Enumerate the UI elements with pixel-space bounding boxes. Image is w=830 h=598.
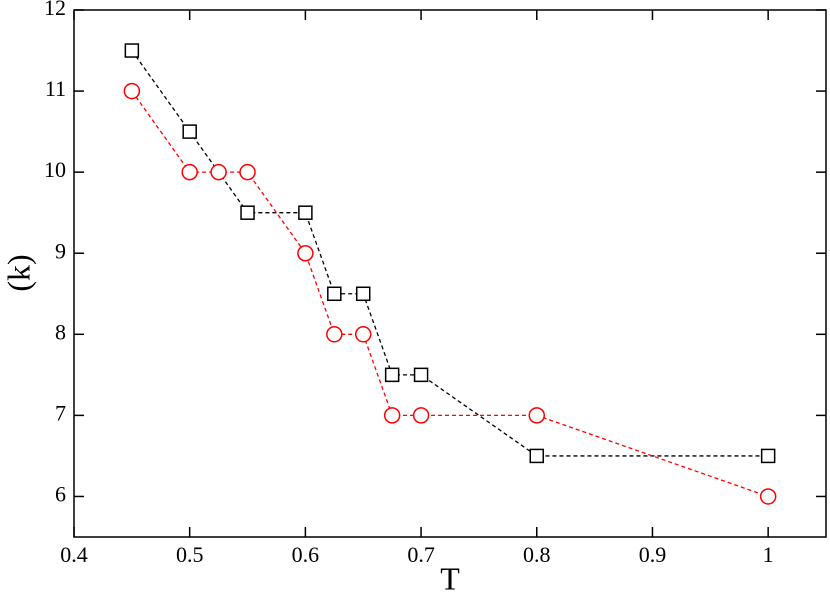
y-tick-label: 8 [55, 319, 66, 344]
series-line [131, 50, 769, 457]
square-marker [298, 205, 313, 220]
x-axis-label: T [440, 560, 460, 596]
circle-marker [239, 163, 256, 181]
circle-marker [123, 82, 141, 100]
x-tick-label: 1 [763, 542, 774, 567]
series-line [131, 90, 769, 498]
plot-frame [73, 9, 827, 538]
y-tick-label: 11 [45, 76, 66, 101]
square-marker [240, 205, 255, 220]
x-tick-label: 0.8 [523, 542, 551, 567]
square-marker [327, 286, 342, 302]
x-tick-label: 0.7 [407, 542, 435, 567]
x-tick-label: 0.6 [292, 542, 320, 567]
y-tick-label: 12 [44, 0, 66, 20]
circle-marker [210, 163, 227, 181]
circle-marker [354, 326, 372, 343]
square-marker [384, 367, 400, 383]
y-tick-label: 7 [55, 400, 66, 425]
circle-marker [383, 407, 401, 424]
square-marker [124, 43, 140, 58]
circle-marker [412, 407, 430, 424]
circle-marker [326, 326, 343, 343]
x-tick-label: 0.5 [176, 542, 204, 567]
circle-marker [759, 488, 777, 505]
square-marker [760, 448, 776, 464]
y-tick-label: 10 [44, 157, 66, 182]
y-axis-label: (k) [0, 254, 36, 291]
square-marker [529, 448, 545, 464]
circle-marker [528, 407, 546, 424]
square-marker [413, 367, 429, 383]
x-tick-label: 0.4 [60, 542, 88, 567]
circle-marker [181, 163, 198, 181]
circle-marker [297, 244, 314, 262]
x-tick-label: 0.9 [639, 542, 667, 567]
square-marker [182, 124, 197, 139]
square-marker [355, 286, 371, 302]
y-tick-label: 9 [55, 238, 66, 263]
y-tick-label: 6 [55, 482, 66, 507]
